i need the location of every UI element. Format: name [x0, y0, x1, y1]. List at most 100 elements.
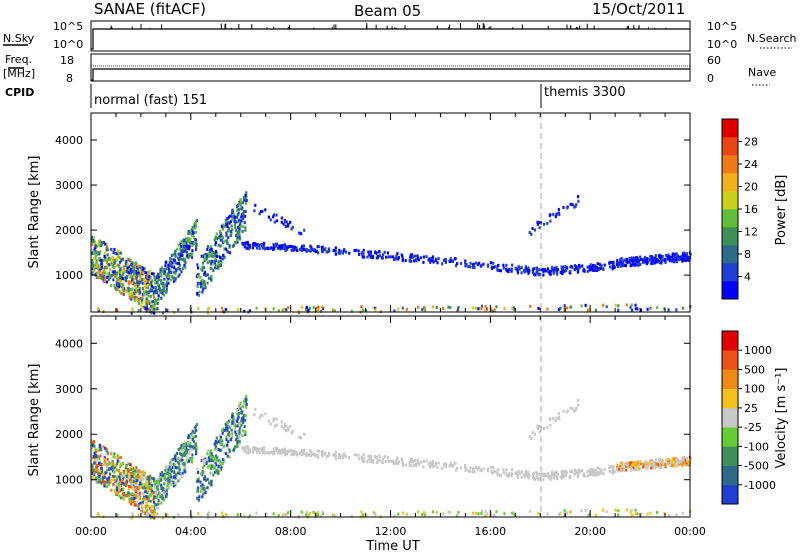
- power-cell: [386, 251, 389, 255]
- velocity-cell: [558, 417, 561, 421]
- velocity-cell: [549, 423, 552, 427]
- power-cell: [133, 270, 136, 274]
- velocity-cell: [159, 493, 162, 497]
- velocity-cell: [650, 466, 653, 470]
- velocity-cell: [300, 510, 303, 514]
- velocity-cell: [113, 463, 116, 467]
- power-cell: [94, 263, 97, 267]
- power-cell: [589, 263, 592, 267]
- velocity-cell: [142, 493, 145, 497]
- velocity-cell: [272, 512, 275, 516]
- power-cell: [633, 256, 636, 260]
- velocity-cell: [682, 457, 685, 461]
- velocity-cell: [168, 465, 171, 469]
- velocity-cell: [258, 416, 261, 420]
- power-cell: [113, 284, 116, 288]
- velocity-cell: [95, 468, 99, 472]
- colorbar-tick-label: 1000: [744, 344, 772, 357]
- power-cell: [97, 267, 100, 271]
- power-cell: [114, 286, 117, 290]
- velocity-cell: [275, 423, 278, 427]
- power-cell: [138, 288, 141, 292]
- velocity-cell: [210, 466, 213, 470]
- x-axis-label: Time UT: [365, 539, 419, 554]
- velocity-cell: [575, 469, 578, 473]
- power-cell: [284, 249, 287, 253]
- power-cell: [643, 255, 647, 259]
- colorbar-tick-label: 16: [744, 203, 758, 216]
- velocity-cell: [239, 404, 242, 408]
- y-tick-label: 2000: [55, 428, 83, 441]
- power-cell: [150, 284, 154, 288]
- power-cell: [92, 235, 96, 239]
- velocity-cell: [214, 458, 217, 462]
- power-cell: [401, 256, 404, 260]
- power-cell: [492, 265, 495, 269]
- velocity-cell: [130, 496, 133, 500]
- velocity-cell: [224, 451, 228, 455]
- velocity-cell: [121, 492, 125, 496]
- power-cell: [410, 253, 414, 257]
- power-cell: [155, 307, 158, 311]
- power-cell: [672, 258, 675, 262]
- power-cell: [105, 280, 109, 284]
- velocity-cell: [480, 468, 483, 472]
- power-cell: [147, 270, 150, 274]
- velocity-cell: [309, 453, 312, 457]
- velocity-cell: [255, 450, 259, 454]
- power-cell: [159, 288, 162, 292]
- power-cell: [150, 304, 153, 308]
- velocity-cell: [623, 468, 626, 472]
- power-cell: [635, 256, 638, 260]
- power-cell: [432, 260, 435, 264]
- velocity-cell: [137, 503, 140, 507]
- velocity-cell: [106, 462, 110, 466]
- power-cell: [144, 281, 148, 285]
- velocity-cell: [580, 509, 583, 513]
- velocity-cell: [136, 489, 139, 493]
- velocity-cell: [471, 511, 475, 515]
- velocity-cell: [559, 475, 562, 479]
- velocity-cell: [195, 423, 199, 427]
- power-cell: [216, 251, 219, 255]
- power-cell: [221, 241, 225, 245]
- power-cell: [106, 276, 109, 280]
- velocity-cell: [616, 463, 619, 467]
- velocity-cell: [520, 475, 523, 479]
- velocity-cell: [132, 466, 135, 470]
- velocity-cell: [672, 462, 675, 466]
- power-cell: [563, 269, 566, 273]
- velocity-cell: [581, 469, 584, 473]
- velocity-cell: [284, 428, 287, 432]
- power-cell: [162, 269, 165, 273]
- velocity-cell: [374, 513, 377, 517]
- velocity-cell: [165, 492, 168, 496]
- power-cell: [178, 263, 181, 267]
- power-cell: [617, 304, 620, 308]
- velocity-cell: [551, 473, 554, 477]
- velocity-cell: [190, 445, 193, 449]
- power-cell: [173, 250, 177, 254]
- power-cell: [95, 250, 98, 254]
- power-cell: [244, 226, 247, 230]
- power-cell: [331, 308, 335, 312]
- velocity-cell: [348, 456, 351, 460]
- power-cell: [235, 228, 238, 232]
- velocity-cell: [193, 435, 196, 439]
- power-cell: [531, 226, 534, 230]
- power-cell: [600, 264, 603, 268]
- velocity-cell: [148, 514, 152, 518]
- power-cell: [538, 226, 541, 230]
- power-cell: [231, 211, 234, 215]
- velocity-cell: [537, 476, 540, 480]
- power-cell: [148, 309, 152, 313]
- velocity-cell: [283, 424, 286, 428]
- power-cell: [237, 211, 240, 215]
- power-cell: [505, 267, 508, 271]
- velocity-cell: [453, 461, 456, 465]
- velocity-cell: [130, 479, 133, 483]
- velocity-cell: [630, 461, 633, 465]
- power-cell: [237, 207, 240, 211]
- power-cell: [121, 257, 124, 261]
- power-cell: [229, 230, 233, 234]
